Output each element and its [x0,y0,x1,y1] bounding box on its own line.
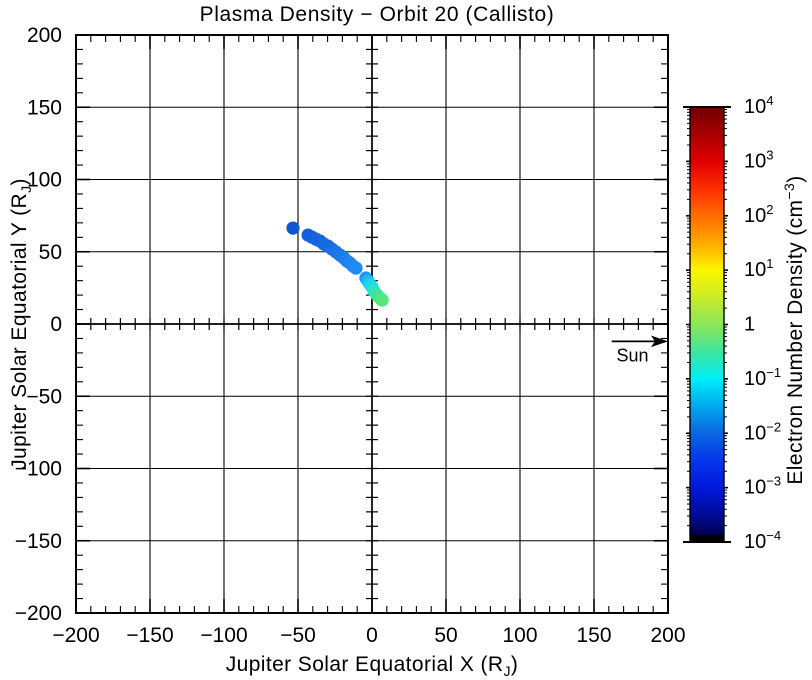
y-axis-label-sub: J [18,186,34,193]
x-tick-labels: −200 −150 −100 −50 0 50 100 150 200 [52,624,685,647]
axis-ticks [75,34,669,614]
colorbar-tick-label: 103 [744,147,773,172]
x-axis-label-sub: J [503,663,510,679]
y-tick-label: −200 [15,602,62,625]
x-tick-label: 150 [576,624,611,647]
y-tick-label: 200 [27,24,62,47]
data-point [375,293,389,307]
y-axis-label-pre: Jupiter Solar Equatorial Y (R [8,193,31,470]
y-tick-label: 100 [27,169,62,192]
colorbar-label-post: ) [784,175,807,182]
y-tick-label: 50 [39,241,62,264]
y-tick-label: −50 [26,385,62,408]
y-tick-label: −150 [15,530,62,553]
colorbar-label: Electron Number Density (cm−3) [781,175,807,484]
x-axis-label: Jupiter Solar Equatorial X (RJ) [226,653,519,679]
colorbar-gradient [689,106,725,543]
data-points [286,221,389,307]
chart-title: Plasma Density − Orbit 20 (Callisto) [200,3,555,26]
y-tick-label: −100 [15,458,62,481]
y-axis-label-post: ) [8,178,31,185]
x-axis-label-post: ) [511,653,518,676]
colorbar-tick-label: 104 [744,93,773,118]
x-tick-label: 50 [434,624,457,647]
colorbar-tick-label: 10−2 [744,419,781,444]
x-tick-label: 0 [366,624,378,647]
x-tick-label: 100 [502,624,537,647]
colorbar-tick-label: 10−3 [744,474,781,499]
x-tick-label: −150 [126,624,173,647]
colorbar-label-sup: −3 [781,183,797,200]
y-axis-label: Jupiter Solar Equatorial Y (RJ) [8,178,34,470]
y-tick-labels: −200 −150 −100 −50 0 50 100 150 200 [15,24,62,625]
x-tick-label: −200 [52,624,99,647]
sun-direction-annotation: Sun [611,335,668,366]
plot-frame [75,34,669,614]
data-point [349,261,363,275]
colorbar-label-pre: Electron Number Density (cm [784,200,807,485]
plot-border [75,34,669,614]
colorbar-tick-label: 10−4 [744,528,781,553]
x-tick-label: 200 [650,624,685,647]
y-tick-label: 0 [50,313,62,336]
sun-arrow-head [651,335,668,348]
x-tick-label: −50 [280,624,316,647]
colorbar-tick-label: 102 [744,202,773,227]
x-tick-label: −100 [200,624,247,647]
y-tick-label: 150 [27,96,62,119]
colorbar-tick-label: 101 [744,256,773,281]
data-point [286,221,300,235]
colorbar-tick-label: 1 [744,314,755,336]
colorbar-tick-label: 10−1 [744,365,781,390]
sun-label: Sun [616,346,648,366]
x-axis-label-pre: Jupiter Solar Equatorial X (R [226,653,504,676]
colorbar: 104 103 102 101 1 10−1 10−2 10−3 10−4 [683,93,781,553]
